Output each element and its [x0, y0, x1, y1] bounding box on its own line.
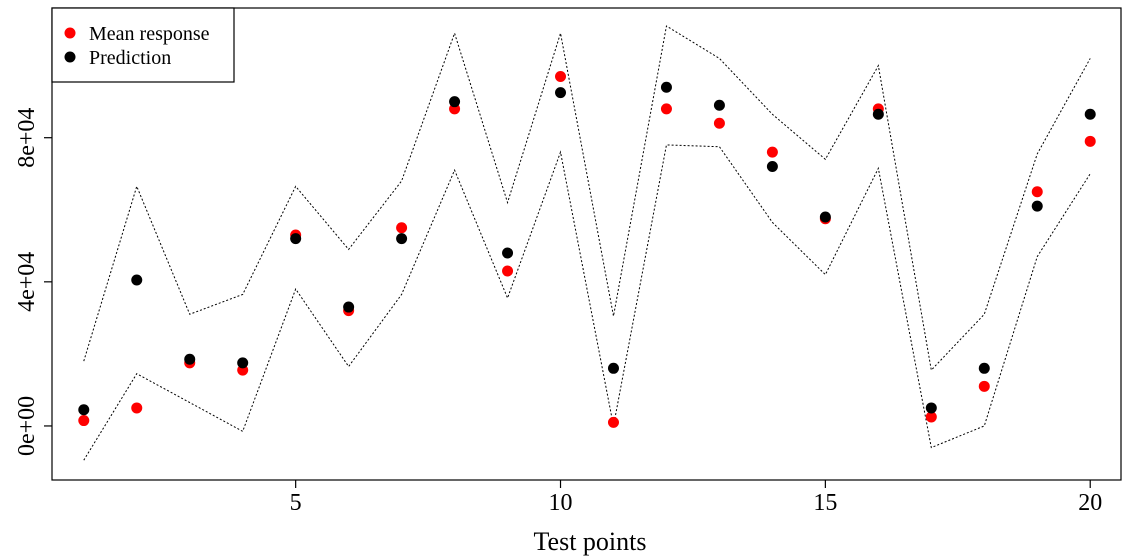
- plot-area: [78, 25, 1096, 461]
- mean-response-point: [78, 415, 90, 427]
- prediction-point: [343, 301, 355, 313]
- upper-bound-line: [83, 25, 1091, 372]
- mean-response-point: [1084, 135, 1096, 147]
- prediction-point: [872, 108, 884, 120]
- legend-label: Mean response: [89, 23, 210, 45]
- mean-response-point: [713, 117, 725, 129]
- mean-response-point: [978, 380, 990, 392]
- y-tick-label: 4e+04: [14, 252, 40, 312]
- prediction-point: [449, 96, 461, 108]
- y-tick-label: 0e+00: [14, 396, 40, 456]
- prediction-point: [502, 247, 514, 259]
- y-tick-label: 8e+04: [14, 108, 40, 168]
- prediction-point: [607, 362, 619, 374]
- mean-response-point: [555, 70, 567, 82]
- mean-response-point: [660, 103, 672, 115]
- prediction-point: [184, 353, 196, 365]
- plot-frame: [51, 7, 1122, 481]
- prediction-point: [819, 211, 831, 223]
- legend-marker: [64, 51, 76, 63]
- x-tick-label: 15: [813, 490, 837, 516]
- x-tick-label: 5: [290, 490, 302, 516]
- prediction-point: [290, 233, 302, 245]
- x-axis-title: Test points: [533, 527, 646, 556]
- mean-response-point: [766, 146, 778, 158]
- mean-response-point: [1031, 186, 1043, 198]
- prediction-point: [978, 362, 990, 374]
- legend-marker: [64, 27, 76, 39]
- prediction-point: [237, 357, 249, 369]
- axes: 5 10 15 20 0e+00 4e+04 8e+04: [14, 7, 1122, 516]
- mean-response-point: [607, 416, 619, 428]
- prediction-point: [131, 274, 143, 286]
- mean-response-point: [502, 265, 514, 277]
- prediction-point: [1031, 200, 1043, 212]
- mean-response-point: [131, 402, 143, 414]
- prediction-point: [925, 402, 937, 414]
- x-tick-label: 10: [549, 490, 573, 516]
- legend-box: [51, 7, 235, 83]
- legend-label: Prediction: [89, 47, 171, 69]
- prediction-point: [396, 233, 408, 245]
- prediction-point: [766, 161, 778, 173]
- prediction-point: [1084, 108, 1096, 120]
- prediction-point: [555, 87, 567, 99]
- prediction-point: [660, 81, 672, 93]
- mean-response-point: [396, 222, 408, 234]
- mean-response-point: [925, 411, 937, 423]
- prediction-point: [713, 99, 725, 111]
- x-tick-label: 20: [1078, 490, 1102, 516]
- prediction-point: [78, 404, 90, 416]
- lower-bound-line: [83, 144, 1091, 461]
